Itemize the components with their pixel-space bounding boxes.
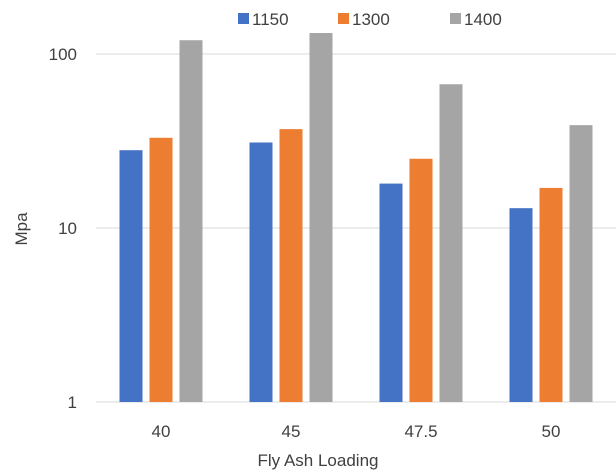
x-tick-label: 40: [152, 422, 171, 441]
bar-1300-47.5: [409, 158, 433, 402]
bar-1400-40: [179, 40, 203, 402]
legend-label: 1150: [252, 10, 289, 29]
bar-1300-45: [279, 129, 303, 402]
bar-1400-47.5: [439, 84, 463, 402]
bar-1150-40: [119, 150, 143, 402]
y-tick-label: 1: [68, 393, 77, 412]
gridlines: [96, 53, 616, 403]
bar-1300-40: [149, 137, 173, 403]
legend-swatch-1300: [338, 13, 349, 24]
bars: [119, 33, 593, 403]
legend-swatch-1400: [450, 13, 461, 24]
y-axis-title: Mpa: [12, 212, 31, 246]
y-tick-labels: 1 10 100: [49, 45, 77, 412]
legend: 1150 1300 1400: [238, 10, 502, 29]
bar-1400-50: [569, 125, 593, 402]
x-tick-labels: 40 45 47.5 50: [152, 422, 561, 441]
legend-swatch-1150: [238, 13, 249, 24]
x-tick-label: 47.5: [404, 422, 437, 441]
legend-label: 1400: [464, 10, 502, 29]
bar-1150-47.5: [379, 183, 403, 402]
bar-1300-50: [539, 187, 563, 402]
bar-1150-45: [249, 142, 273, 403]
bar-1150-50: [509, 208, 533, 402]
x-tick-label: 50: [542, 422, 561, 441]
y-tick-label: 100: [49, 45, 77, 64]
x-axis-title: Fly Ash Loading: [258, 451, 379, 470]
y-tick-label: 10: [58, 219, 77, 238]
x-tick-label: 45: [282, 422, 301, 441]
legend-label: 1300: [352, 10, 390, 29]
bar-1400-45: [309, 33, 333, 402]
